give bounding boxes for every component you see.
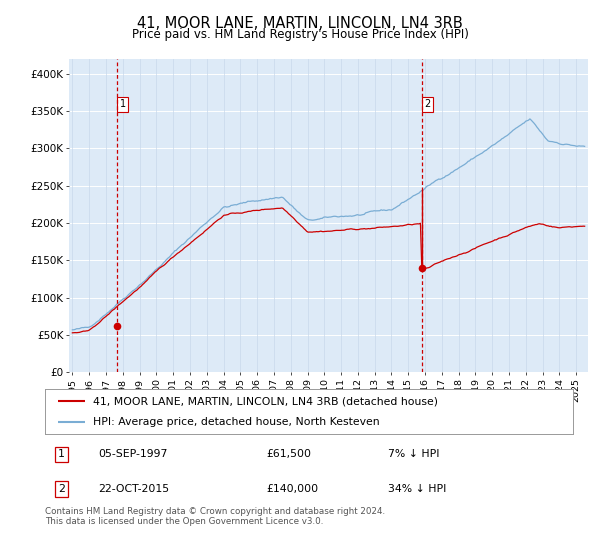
Text: 34% ↓ HPI: 34% ↓ HPI [388, 484, 446, 494]
Text: Contains HM Land Registry data © Crown copyright and database right 2024.
This d: Contains HM Land Registry data © Crown c… [45, 507, 385, 526]
Text: Price paid vs. HM Land Registry's House Price Index (HPI): Price paid vs. HM Land Registry's House … [131, 28, 469, 41]
Text: 7% ↓ HPI: 7% ↓ HPI [388, 450, 440, 459]
Text: 41, MOOR LANE, MARTIN, LINCOLN, LN4 3RB (detached house): 41, MOOR LANE, MARTIN, LINCOLN, LN4 3RB … [92, 396, 437, 407]
Text: 2: 2 [424, 99, 430, 109]
Text: 41, MOOR LANE, MARTIN, LINCOLN, LN4 3RB: 41, MOOR LANE, MARTIN, LINCOLN, LN4 3RB [137, 16, 463, 31]
Text: 2: 2 [58, 484, 65, 494]
Text: 22-OCT-2015: 22-OCT-2015 [98, 484, 169, 494]
Text: HPI: Average price, detached house, North Kesteven: HPI: Average price, detached house, Nort… [92, 417, 379, 427]
Text: £61,500: £61,500 [267, 450, 312, 459]
Text: 1: 1 [120, 99, 126, 109]
Text: 1: 1 [58, 450, 65, 459]
Text: 05-SEP-1997: 05-SEP-1997 [98, 450, 167, 459]
Text: £140,000: £140,000 [267, 484, 319, 494]
